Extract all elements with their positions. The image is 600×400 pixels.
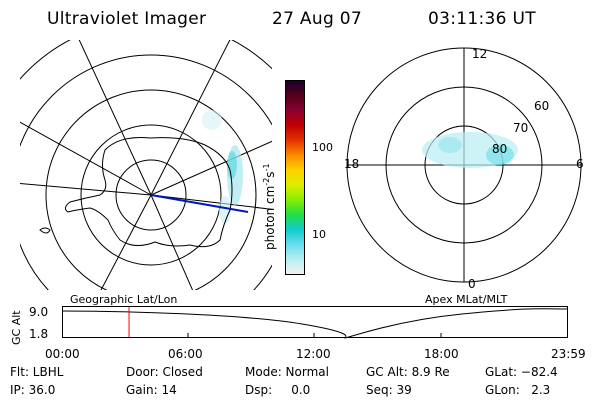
- time-label: 03:11:36 UT: [428, 9, 536, 29]
- geo-panel-label: Geographic Lat/Lon: [70, 293, 178, 306]
- colorbar-tick-10: 10: [312, 228, 326, 241]
- geo-lat-circle: [45, 89, 257, 290]
- status-gain: Gain: 14: [126, 383, 177, 397]
- status-mode: Mode: Normal: [245, 365, 329, 379]
- geo-lat-circle: [20, 54, 272, 290]
- apex-panel-label: Apex MLat/MLT: [425, 293, 508, 306]
- mlt-label-6: 6: [576, 157, 584, 171]
- status-gc-alt: GC Alt: 8.9 Re: [366, 365, 450, 379]
- timeline-xtick-0600: 06:00: [168, 347, 203, 361]
- continent-outline: [64, 137, 233, 248]
- colorbar-tick-100: 100: [312, 141, 333, 154]
- status-dsp: Dsp: 0.0: [245, 383, 311, 397]
- status-glon: GLon: 2.3: [485, 383, 551, 397]
- mlt-label-0: 0: [468, 277, 476, 290]
- timeline-xtick-1200: 12:00: [296, 347, 331, 361]
- island-outline: [39, 227, 51, 234]
- status-filter: Flt: LBHL: [10, 365, 64, 379]
- timeline-ytick-9: 9.0: [29, 305, 49, 319]
- instrument-title: Ultraviolet Imager: [47, 9, 207, 29]
- lat-label-70: 70: [513, 121, 528, 135]
- status-ip: IP: 36.0: [10, 383, 56, 397]
- geo-aurora: [202, 110, 243, 224]
- geo-lat-circle: [80, 124, 222, 266]
- lat-label-60: 60: [534, 99, 549, 113]
- geographic-map: [20, 40, 272, 290]
- colorbar: [285, 80, 305, 275]
- timeline-xtick-2359: 23:59: [551, 347, 586, 361]
- status-glat: GLat: −82.4: [485, 365, 558, 379]
- mlt-label-18: 18: [344, 157, 359, 171]
- timeline-ylabel: GC Alt: [10, 310, 23, 345]
- timeline-xtick-1800: 18:00: [424, 347, 459, 361]
- lat-label-80: 80: [492, 142, 507, 156]
- colorbar-unit-label: photon cm-2s-1: [262, 163, 277, 250]
- apex-aurora: [422, 132, 518, 168]
- geo-lat-circle: [115, 159, 187, 231]
- status-door: Door: Closed: [126, 365, 203, 379]
- timeline-xtick-0000: 00:00: [45, 347, 80, 361]
- date-label: 27 Aug 07: [272, 9, 362, 29]
- mlt-label-12: 12: [472, 47, 487, 61]
- altitude-timeline: [62, 306, 568, 339]
- status-seq: Seq: 39: [366, 383, 412, 397]
- altitude-curve: [62, 308, 568, 339]
- apex-map: 12 18 6 0 60 70 80: [344, 47, 584, 290]
- timeline-ytick-1-8: 1.8: [29, 327, 49, 341]
- satellite-track: [150, 194, 249, 213]
